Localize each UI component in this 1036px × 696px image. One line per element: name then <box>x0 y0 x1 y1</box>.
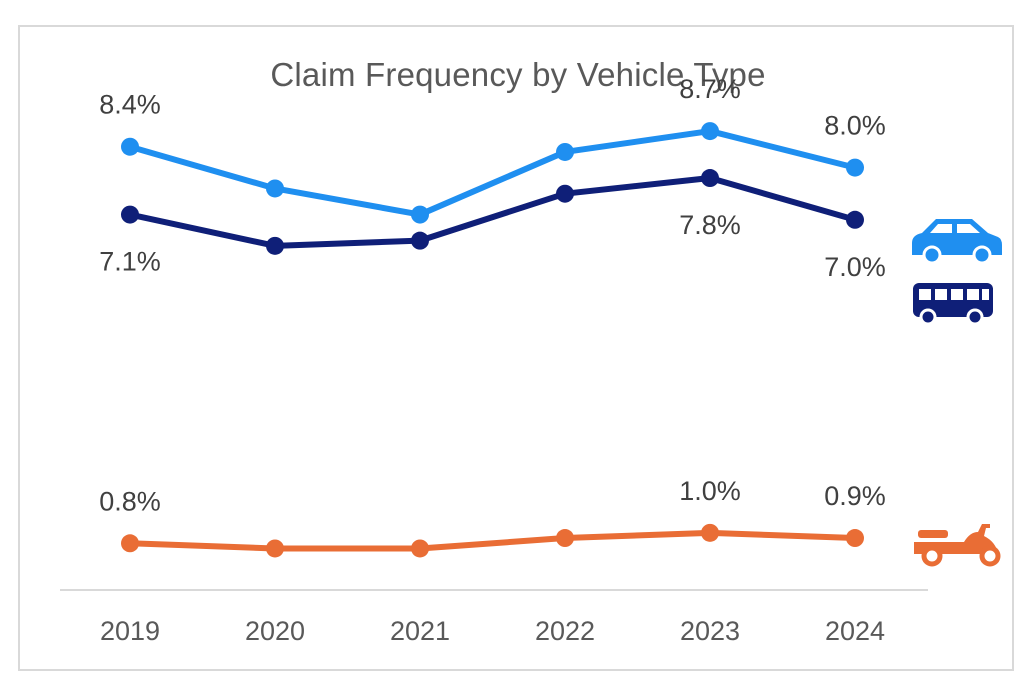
data-label-scooter: 1.0% <box>679 476 741 506</box>
x-tick-label: 2022 <box>535 616 595 646</box>
series-line-car <box>129 128 856 218</box>
series-line-bus <box>129 175 856 249</box>
data-point-bus <box>266 236 284 255</box>
data-label-bus: 7.1% <box>99 247 161 277</box>
scooter-icon <box>914 524 1001 567</box>
x-tick-label: 2020 <box>245 616 305 646</box>
data-label-layer: 8.4% 8.7% 8.0% 7.1% 7.8% 7.0% 0.8% 1.0% 0.9% <box>99 74 886 516</box>
data-point-scooter <box>266 539 284 558</box>
data-point-scooter <box>701 523 719 542</box>
series-bus <box>121 169 864 255</box>
chart-title: Claim Frequency by Vehicle Type <box>270 56 766 93</box>
data-point-scooter <box>121 534 139 553</box>
data-point-bus <box>701 169 719 188</box>
data-point-car <box>556 142 574 161</box>
data-point-car <box>701 122 719 141</box>
legend-icon-layer <box>912 219 1002 567</box>
chart-frame <box>18 25 1014 671</box>
data-point-car <box>846 158 864 177</box>
data-label-bus: 7.0% <box>824 252 886 282</box>
data-label-bus: 7.8% <box>679 210 741 240</box>
data-point-bus <box>121 205 139 224</box>
series-line-scooter <box>129 529 856 552</box>
data-label-car: 8.7% <box>679 74 741 104</box>
data-point-scooter <box>556 529 574 548</box>
data-point-scooter <box>411 539 429 558</box>
bus-icon <box>913 283 993 326</box>
car-icon <box>912 219 1002 265</box>
series-car <box>121 122 864 224</box>
data-label-scooter: 0.9% <box>824 481 886 511</box>
x-tick-layer: 2019 2020 2021 2022 2023 2024 <box>100 616 885 646</box>
data-label-car: 8.4% <box>99 90 161 120</box>
data-label-car: 8.0% <box>824 111 886 141</box>
data-point-car <box>266 179 284 198</box>
x-tick-label: 2024 <box>825 616 885 646</box>
data-point-bus <box>846 210 864 229</box>
data-point-car <box>121 137 139 156</box>
data-point-bus <box>411 231 429 250</box>
data-point-car <box>411 205 429 224</box>
data-point-bus <box>556 184 574 203</box>
data-label-scooter: 0.8% <box>99 486 161 516</box>
x-tick-label: 2021 <box>390 616 450 646</box>
series-layer <box>121 122 864 558</box>
x-tick-label: 2019 <box>100 616 160 646</box>
data-point-scooter <box>846 529 864 548</box>
x-tick-label: 2023 <box>680 616 740 646</box>
series-scooter <box>121 523 864 558</box>
